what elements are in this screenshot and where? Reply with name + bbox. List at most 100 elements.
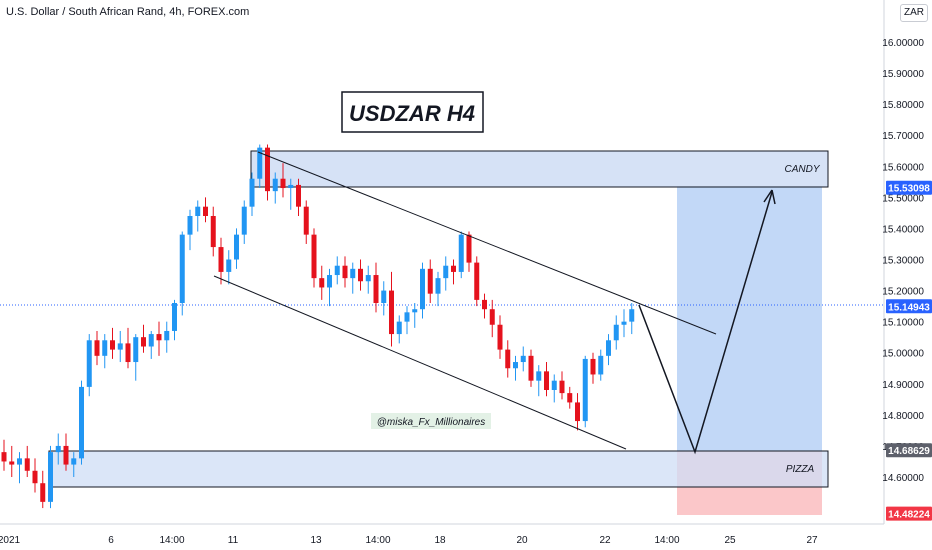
candy-zone-rect[interactable] (250, 150, 829, 188)
candle-body (482, 299, 487, 310)
candle-body (179, 234, 185, 303)
candle-body (195, 206, 201, 216)
candle-body (226, 259, 232, 272)
candle-body (272, 178, 278, 192)
price-tick-label: 15.20000 (882, 287, 924, 298)
price-label-text: 15.14943 (888, 302, 930, 313)
channel-lower-line[interactable] (213, 275, 627, 450)
candle-body (544, 371, 549, 390)
price-tick-label: 15.40000 (882, 224, 924, 235)
time-tick-label: 11 (228, 535, 239, 546)
price-label-text: 14.68629 (888, 446, 930, 457)
candy-label: CANDY (784, 164, 820, 175)
price-tick-label: 15.80000 (882, 100, 924, 111)
candle-body (528, 355, 534, 381)
projection-path[interactable] (638, 191, 773, 455)
candle-body (334, 265, 340, 276)
candle-body (1, 452, 7, 462)
pizza-zone-rect[interactable] (48, 450, 829, 488)
candle-body (125, 343, 131, 363)
price-tick-label: 15.70000 (882, 131, 924, 142)
candle-body (94, 340, 100, 356)
candle-body (187, 216, 193, 235)
candle-body (9, 461, 15, 465)
price-tick-label: 15.60000 (882, 162, 924, 173)
time-tick-label: 25 (724, 535, 736, 546)
candle-body (567, 393, 573, 403)
price-tick-label: 15.10000 (882, 318, 924, 329)
price-label-bg (886, 443, 932, 458)
candle-body (412, 309, 418, 313)
currency-badge[interactable]: ZAR (900, 4, 928, 22)
candle-body (265, 147, 270, 192)
price-label-text: 14.48224 (888, 510, 930, 521)
candle-body (365, 275, 371, 282)
candle-body (241, 206, 247, 235)
time-tick-label: 20 (516, 535, 528, 546)
price-scale[interactable]: 16.00000 15.90000 15.80000 15.70000 15.60000… (882, 38, 924, 484)
candle-body (32, 470, 38, 484)
target-zone-rect (677, 186, 822, 451)
candle-body (466, 234, 472, 263)
candle-body (427, 268, 433, 294)
candle-body (203, 206, 208, 216)
candle-body (358, 268, 363, 282)
time-tick-label: 6 (108, 535, 114, 546)
chart-symbol-title: U.S. Dollar / South African Rand, 4h, FO… (6, 6, 250, 18)
candle-body (621, 321, 627, 325)
price-labels: 15.53098 15.14943 14.68629 14.48224 (886, 180, 932, 521)
time-tick-label: 14:00 (365, 535, 390, 546)
candle-body (582, 358, 588, 422)
price-label-bg (886, 180, 932, 195)
pizza-label: PIZZA (786, 464, 815, 475)
candle-body (55, 445, 61, 453)
candle-body (164, 330, 170, 341)
candle-body (24, 458, 30, 471)
candle-body (249, 178, 255, 207)
price-tick-label: 14.60000 (882, 473, 924, 484)
candle-body (319, 278, 325, 288)
candles-group (1, 144, 635, 509)
candle-body (497, 324, 503, 350)
time-tick-label: 14:00 (159, 535, 184, 546)
arrowhead-icon (763, 189, 776, 205)
candle-body (458, 234, 464, 272)
candle-body (86, 340, 92, 387)
candle-body (133, 337, 139, 363)
candle-body (234, 234, 239, 260)
price-tick-label: 15.00000 (882, 349, 924, 360)
candle-body (613, 324, 619, 341)
candle-body (172, 303, 177, 331)
candle-body (536, 371, 542, 381)
candle-body (311, 234, 317, 279)
channel-upper-line[interactable] (257, 151, 717, 335)
candle-body (474, 262, 480, 300)
candle-body (598, 355, 604, 375)
candle-body (218, 247, 224, 272)
candle-body (71, 458, 77, 465)
candle-body (420, 268, 425, 310)
title-box[interactable] (341, 91, 484, 133)
candle-body (575, 402, 580, 422)
price-tick-label: 15.90000 (882, 69, 924, 80)
price-tick-label: 14.90000 (882, 380, 924, 391)
candle-body (396, 321, 402, 335)
time-tick-label: 27 (806, 535, 818, 546)
candle-body (17, 458, 22, 465)
price-label-bg (886, 506, 932, 521)
candle-body (63, 445, 69, 465)
candle-body (257, 147, 263, 179)
candle-body (79, 386, 84, 459)
candle-body (451, 265, 456, 272)
candle-body (629, 309, 635, 322)
title-text: USDZAR H4 (349, 101, 475, 126)
candle-body (443, 265, 449, 279)
candle-body (148, 334, 154, 347)
time-scale[interactable]: 2021 6 14:00 11 13 14:00 18 20 22 14:00 25 27 (0, 535, 818, 546)
candle-body (404, 312, 410, 322)
candle-body (117, 343, 123, 350)
watermark-text: @miska_Fx_Millionaires (377, 417, 486, 428)
candle-body (513, 362, 518, 369)
price-label-text: 15.53098 (888, 184, 930, 195)
